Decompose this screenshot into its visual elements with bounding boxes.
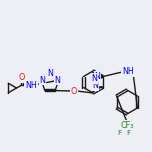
- Text: NH: NH: [25, 81, 37, 90]
- Text: O: O: [19, 74, 25, 83]
- Text: N: N: [92, 74, 97, 83]
- Text: F  F: F F: [118, 130, 132, 136]
- Text: O: O: [71, 86, 77, 95]
- Text: N: N: [93, 81, 98, 90]
- Text: NH: NH: [122, 67, 134, 76]
- Text: N: N: [40, 76, 45, 85]
- Text: N: N: [47, 69, 53, 78]
- Text: N: N: [95, 72, 100, 81]
- Text: CF₃: CF₃: [120, 121, 134, 130]
- Text: N: N: [55, 76, 60, 85]
